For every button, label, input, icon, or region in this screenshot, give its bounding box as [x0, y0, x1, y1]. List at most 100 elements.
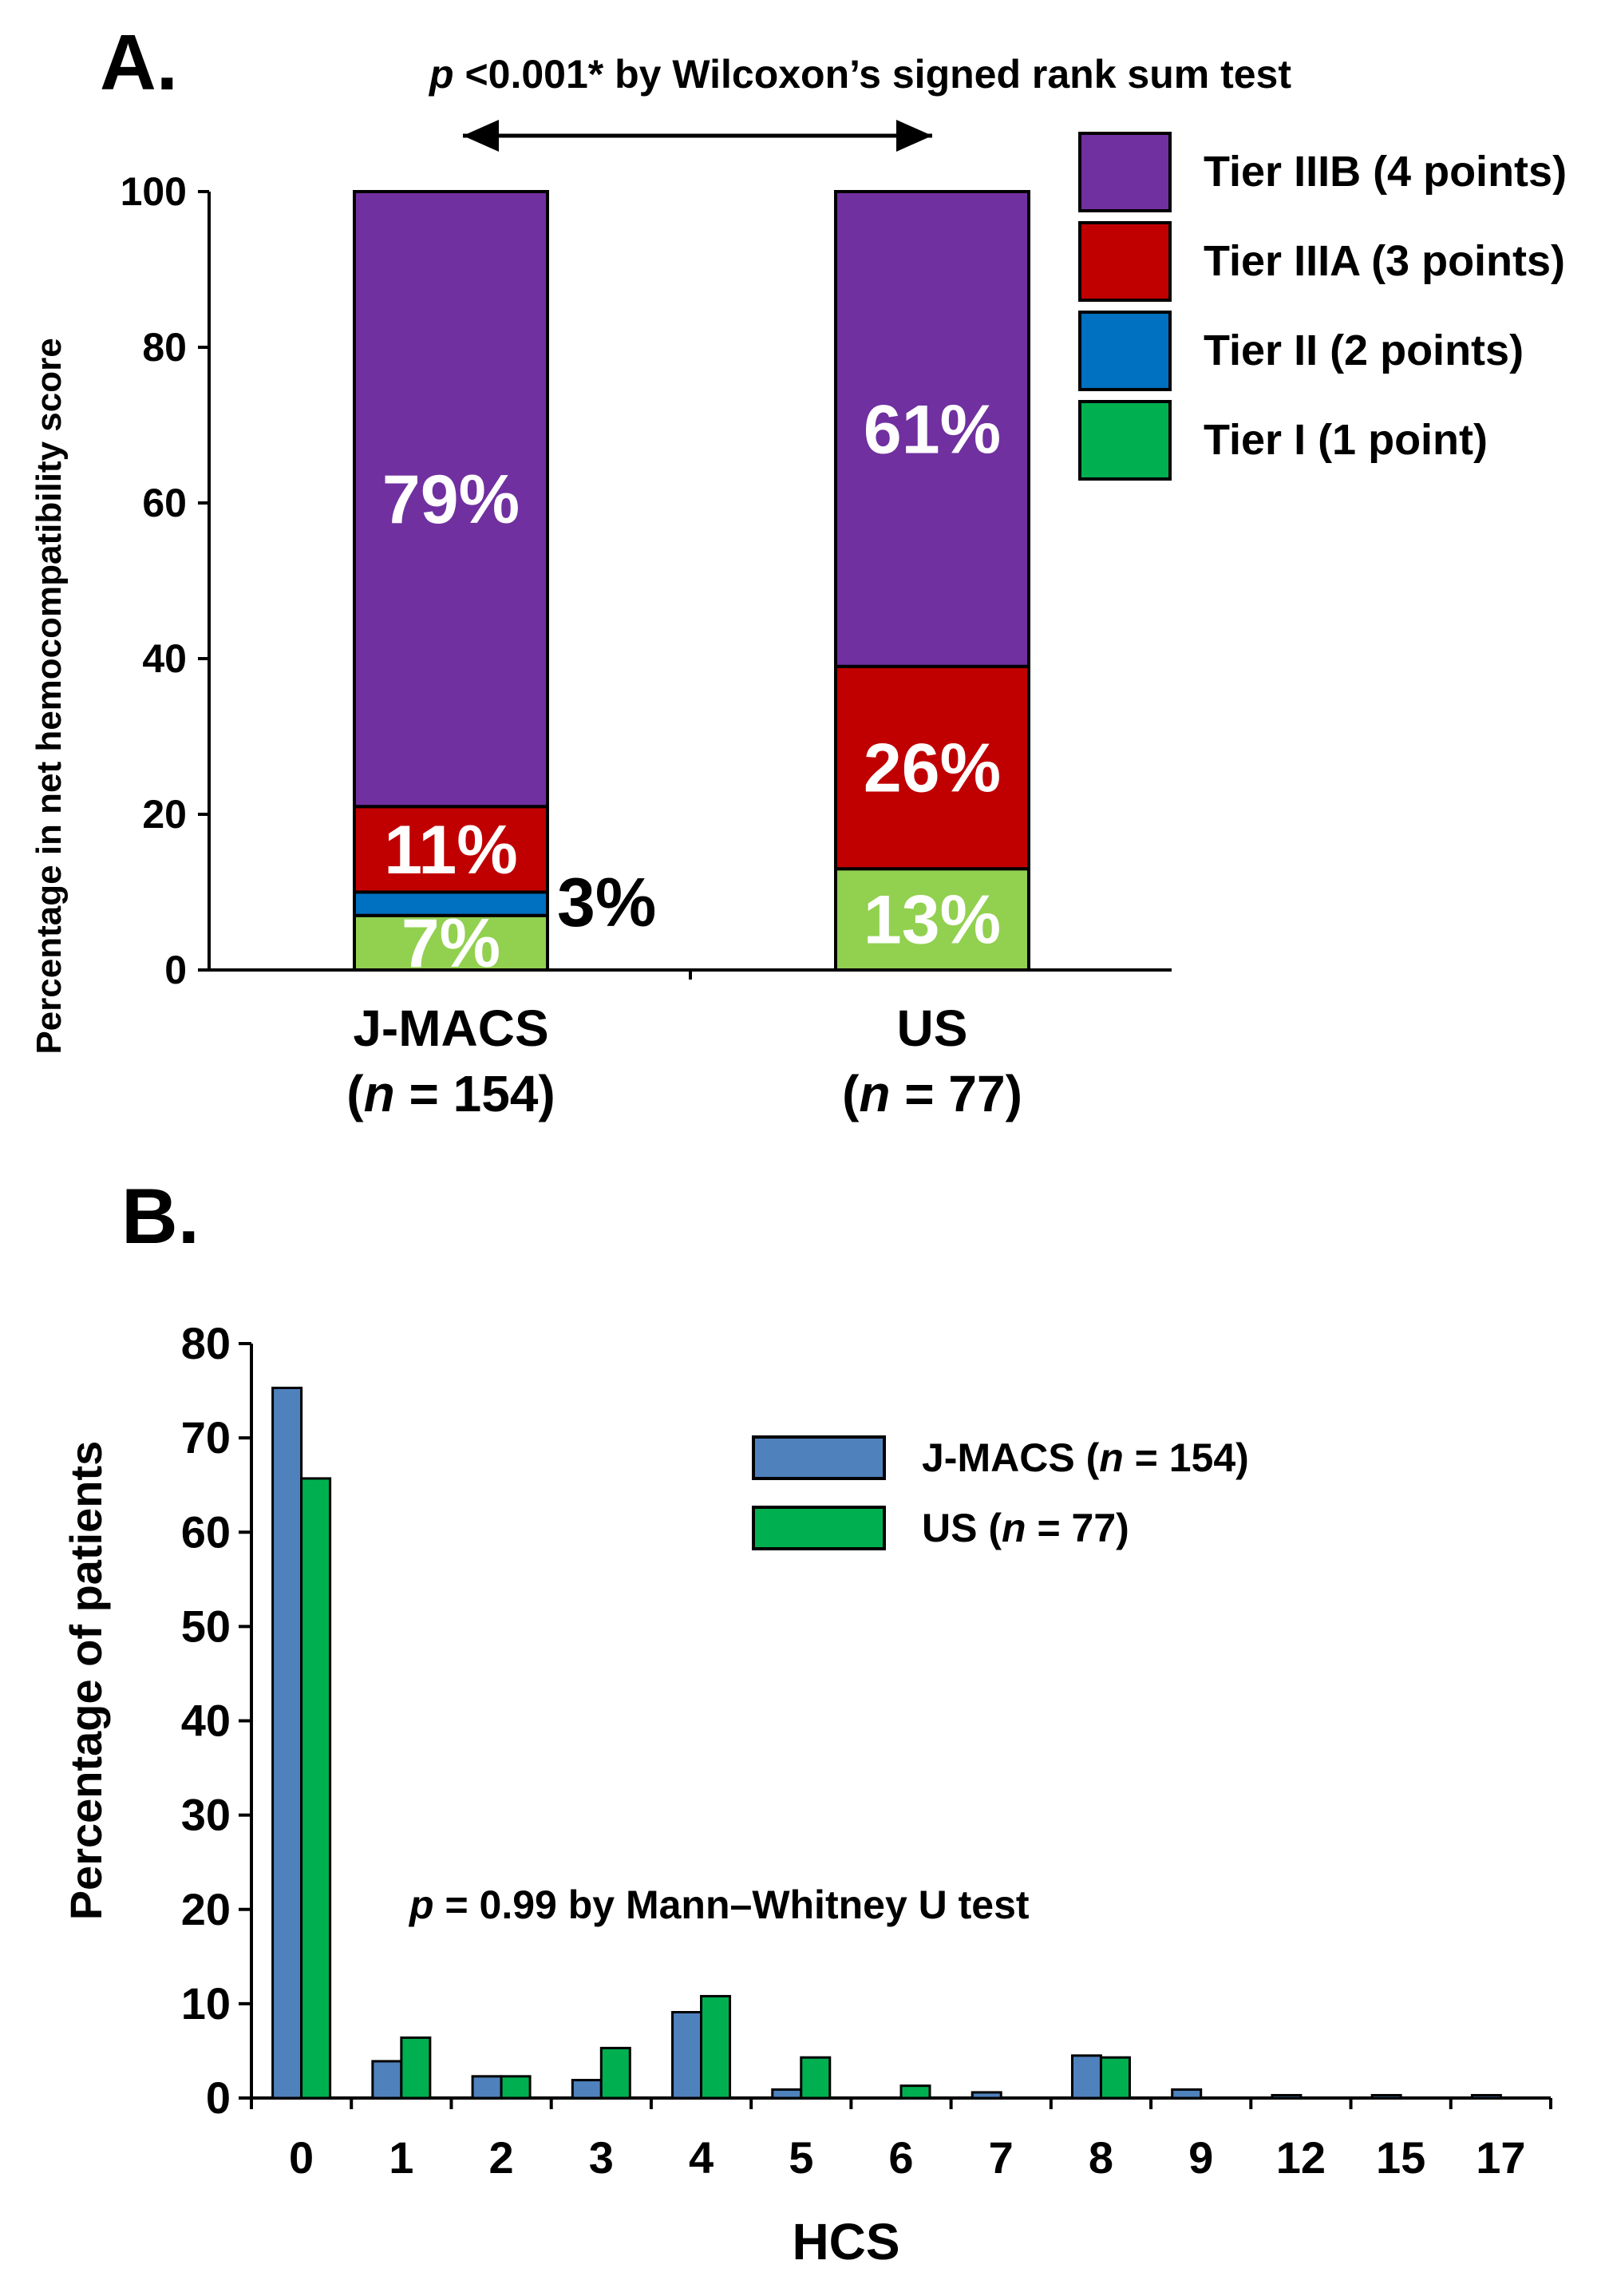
panel-b-x-axis-label: HCS: [792, 2213, 899, 2270]
panel-a-annotation: p <0.001* by Wilcoxon’s signed rank sum …: [428, 52, 1291, 97]
legend-label: Tier IIIB (4 points): [1204, 148, 1567, 196]
legend-label: Tier I (1 point): [1204, 416, 1488, 464]
data-label: 79%: [382, 461, 520, 538]
bar: [1470, 2093, 1502, 2100]
bar: [599, 2046, 631, 2100]
y-tick-label: 80: [142, 325, 187, 370]
bar: [400, 2036, 432, 2100]
bar: [771, 2088, 803, 2100]
bar: [1271, 2093, 1303, 2100]
x-tick-label: 17: [1476, 2132, 1525, 2183]
bar: [800, 2056, 832, 2100]
sample-size-value: = 154): [395, 1065, 555, 1122]
bar-segment: [834, 190, 1030, 668]
panel-a-x-tick-labels: J-MACS(n = 154)US(n = 77): [346, 1000, 1022, 1122]
x-tick-label: J-MACS: [353, 1000, 548, 1057]
bar-segment: [834, 867, 1030, 972]
panel-b-y-axis-label: Percentage of patients: [61, 1441, 111, 1921]
y-tick-label: 20: [142, 792, 187, 837]
bar: [1070, 2054, 1102, 2100]
data-label: 13%: [864, 882, 1001, 959]
x-tick-label: 12: [1276, 2132, 1326, 2183]
bar-segment: [353, 190, 549, 809]
bar: [899, 2084, 931, 2100]
legend-swatch: [1078, 221, 1172, 302]
y-tick-label: 40: [181, 1696, 231, 1746]
panel-b-axes: 0 10 20 30 40 50 60 70 80: [181, 1318, 1552, 2123]
y-tick-label: 40: [142, 636, 187, 681]
panel-a-bars: [353, 190, 1030, 972]
x-tick-label: 7: [989, 2132, 1014, 2183]
legend-label-name: US (: [922, 1506, 1002, 1550]
bar-segment: [353, 890, 549, 917]
sample-size-n: n: [364, 1065, 395, 1122]
panel-a: A. p <0.001* by Wilcoxon’s signed rank s…: [30, 18, 1567, 1122]
bar-segment: [353, 805, 549, 894]
x-tick-label: 1: [389, 2132, 413, 2183]
legend-label: Tier IIIA (3 points): [1204, 237, 1565, 285]
annotation-italic-p: p: [408, 1882, 434, 1927]
x-tick-label: 8: [1089, 2132, 1113, 2183]
panel-b: B. Percentage of patients p = 0.99 by Ma…: [61, 1172, 1552, 2270]
bar: [1171, 2088, 1203, 2100]
bar: [271, 1387, 303, 2100]
panel-a-label: A.: [100, 18, 178, 106]
bar: [700, 1994, 732, 2100]
panel-b-legend: J-MACS (n = 154)US (n = 77): [752, 1435, 1249, 1550]
x-tick-label: 5: [789, 2132, 813, 2183]
bar: [371, 2060, 403, 2100]
bar: [300, 1477, 332, 2100]
panel-a-legend: Tier IIIB (4 points) Tier IIIA (3 points)…: [1078, 132, 1567, 481]
x-tick-label: 0: [289, 2132, 314, 2183]
sample-size-value: = 77): [890, 1065, 1022, 1122]
bar: [500, 2075, 532, 2100]
y-tick-label: 60: [142, 481, 187, 525]
x-tick-label: 4: [689, 2132, 714, 2183]
legend-label-value: = 154): [1124, 1435, 1249, 1480]
panel-b-bars: [271, 1387, 1502, 2100]
annotation-text: = 0.99 by Mann–Whitney U test: [434, 1882, 1030, 1927]
y-tick-label: 0: [206, 2072, 231, 2123]
legend-swatch: [752, 1435, 886, 1480]
x-tick-label: US: [897, 1000, 968, 1057]
legend-label: Tier II (2 points): [1204, 327, 1524, 374]
legend-label: J-MACS (n = 154): [922, 1435, 1249, 1480]
bar: [1370, 2093, 1402, 2100]
y-tick-label: 70: [181, 1412, 231, 1463]
panel-b-annotation: p = 0.99 by Mann–Whitney U test: [408, 1882, 1030, 1927]
legend-swatch: [1078, 132, 1172, 212]
y-tick-label: 20: [181, 1884, 231, 1934]
y-tick-label: 100: [121, 169, 187, 214]
y-tick-label: 60: [181, 1506, 231, 1557]
bar-segment: [834, 664, 1030, 871]
y-tick-label: 0: [164, 948, 187, 992]
x-tick-label: 9: [1188, 2132, 1213, 2183]
legend-label-name: J-MACS (: [922, 1435, 1100, 1480]
bar: [671, 2011, 703, 2100]
x-tick-label: 6: [888, 2132, 913, 2183]
annotation-italic-p: p: [428, 52, 454, 97]
x-tick-label: 3: [589, 2132, 614, 2183]
bar-segment: [353, 913, 549, 972]
x-tick-sample-size: (n = 77): [842, 1065, 1022, 1122]
data-label: 26%: [864, 730, 1001, 807]
legend-label-n: n: [1099, 1435, 1124, 1480]
x-tick-label: 15: [1376, 2132, 1425, 2183]
legend-swatch: [1078, 400, 1172, 481]
panel-a-data-labels: 7% 3% 11% 79% 13% 26% 61%: [382, 391, 1001, 982]
y-tick-label: 30: [181, 1790, 231, 1840]
sample-size-n: n: [859, 1065, 890, 1122]
y-tick-label: 50: [181, 1601, 231, 1651]
panel-a-y-axis-label: Percentage in net hemocompatibility scor…: [30, 338, 69, 1054]
sample-size-open: (: [346, 1065, 364, 1122]
panel-b-label: B.: [121, 1172, 200, 1260]
legend-swatch: [752, 1506, 886, 1550]
annotation-text: <0.001* by Wilcoxon’s signed rank sum te…: [454, 52, 1292, 97]
data-label: 3%: [557, 865, 656, 941]
bar: [1099, 2056, 1131, 2100]
x-tick-sample-size: (n = 154): [346, 1065, 555, 1122]
sample-size-open: (: [842, 1065, 860, 1122]
legend-label-n: n: [1002, 1506, 1026, 1550]
panel-b-x-tick-labels: 0 1 2 3 4 5 6 7 8 9 12 15 17: [289, 2132, 1525, 2183]
bar: [971, 2091, 1002, 2100]
